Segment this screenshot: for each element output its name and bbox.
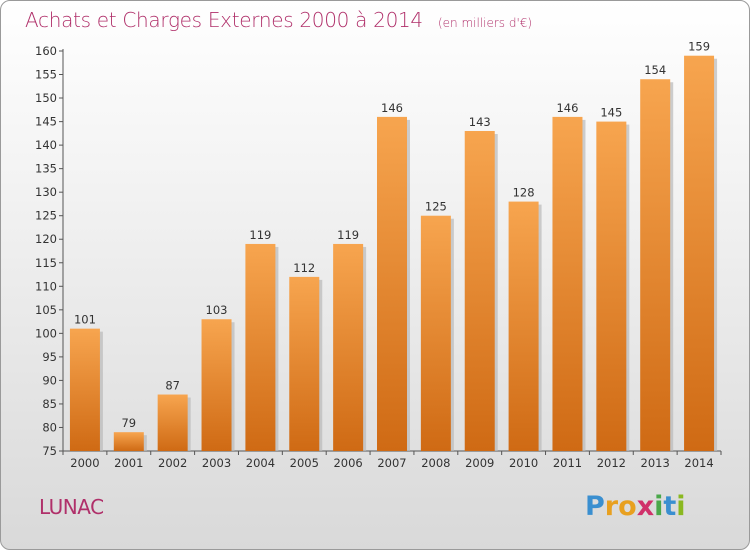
y-tick-label: 85	[42, 397, 57, 411]
y-tick-label: 105	[35, 303, 57, 317]
x-tick-label: 2010	[509, 456, 538, 470]
bar-value-label: 146	[381, 101, 403, 115]
y-tick-label: 140	[35, 138, 57, 152]
bar	[157, 394, 188, 451]
bar-value-label: 128	[513, 186, 535, 200]
chart-title: Achats et Charges Externes 2000 à 2014 (…	[25, 8, 532, 32]
x-tick-label: 2002	[158, 456, 187, 470]
y-tick-label: 145	[35, 115, 57, 129]
bar-value-label: 79	[121, 416, 136, 430]
y-tick-label: 95	[42, 350, 57, 364]
bars: 101 79 87 103 119 112 119 146 125 143 128 146 145 154…	[69, 40, 718, 452]
bar	[69, 328, 100, 451]
y-tick-label: 110	[35, 279, 57, 293]
bar	[420, 215, 451, 451]
bar	[289, 276, 320, 451]
bar	[464, 131, 495, 451]
x-tick-label: 2007	[377, 456, 406, 470]
bar	[201, 319, 232, 451]
bar-value-label: 125	[425, 200, 447, 214]
x-tick-label: 2003	[202, 456, 231, 470]
y-tick-label: 135	[35, 162, 57, 176]
x-tick-label: 2011	[553, 456, 582, 470]
bar	[596, 121, 627, 452]
bar	[113, 432, 144, 451]
bar-value-label: 112	[293, 261, 315, 275]
logo-letter: i	[676, 491, 686, 522]
y-tick-label: 75	[42, 444, 57, 458]
proxiti-logo[interactable]: Proxiti	[585, 491, 686, 522]
x-tick-label: 2005	[290, 456, 319, 470]
bar-value-label: 159	[688, 40, 710, 54]
x-tick-label: 2004	[246, 456, 275, 470]
y-tick-label: 125	[35, 209, 57, 223]
logo-letter: P	[585, 491, 605, 522]
bar-value-label: 119	[337, 228, 359, 242]
bar-value-label: 146	[556, 101, 578, 115]
bar-value-label: 145	[600, 106, 622, 120]
bar	[640, 79, 671, 451]
x-tick-label: 2014	[684, 456, 713, 470]
y-tick-label: 80	[42, 420, 57, 434]
y-tick-label: 90	[42, 373, 57, 387]
bar-value-label: 101	[74, 313, 96, 327]
logo-letter: i	[654, 491, 664, 522]
y-tick-label: 150	[35, 91, 57, 105]
bar	[508, 201, 539, 451]
bar	[552, 116, 583, 451]
x-tick-label: 2000	[70, 456, 99, 470]
y-tick-label: 155	[35, 68, 57, 82]
y-tick-label: 130	[35, 185, 57, 199]
bar-value-label: 103	[206, 303, 228, 317]
bar	[245, 243, 276, 451]
x-tick-label: 2012	[597, 456, 626, 470]
logo-letter: r	[604, 491, 619, 522]
y-tick-label: 115	[35, 256, 57, 270]
bar	[684, 55, 715, 452]
x-tick-label: 2006	[333, 456, 362, 470]
bar	[333, 243, 364, 451]
y-tick-label: 120	[35, 232, 57, 246]
title-unit: (en milliers d'€)	[437, 16, 533, 30]
bar-value-label: 154	[644, 63, 666, 77]
bar-value-label: 119	[249, 228, 271, 242]
bar-value-label: 87	[165, 379, 180, 393]
bar-value-label: 143	[469, 115, 491, 129]
logo-letter: x	[636, 491, 655, 522]
logo-letter: t	[663, 491, 677, 522]
y-tick-label: 100	[35, 326, 57, 340]
axes: 75 80 85 90 95 100 105 110 115 120 125 130 135 140 145…	[35, 44, 722, 470]
logo-letter: o	[618, 491, 637, 522]
title-main: Achats et Charges Externes 2000 à 2014	[25, 8, 423, 32]
place-name: LUNAC	[39, 495, 104, 519]
x-tick-label: 2008	[421, 456, 450, 470]
y-tick-label: 160	[35, 44, 57, 58]
bar	[377, 116, 407, 451]
x-tick-label: 2009	[465, 456, 494, 470]
x-tick-label: 2001	[114, 456, 143, 470]
x-tick-label: 2013	[641, 456, 670, 470]
